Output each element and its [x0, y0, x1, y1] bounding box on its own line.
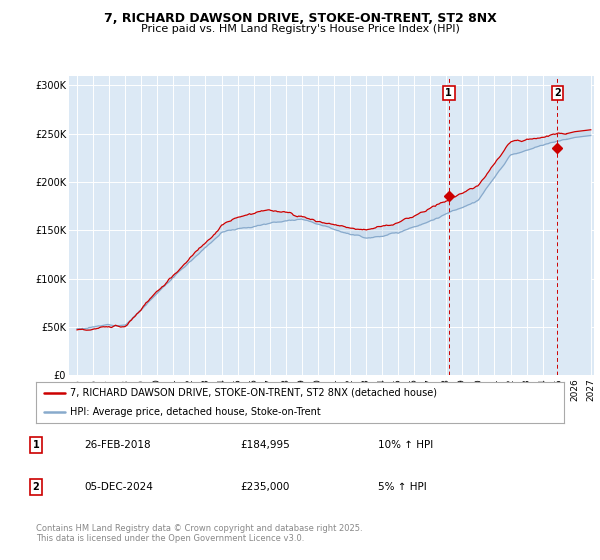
Text: £235,000: £235,000: [240, 482, 289, 492]
Text: £184,995: £184,995: [240, 440, 290, 450]
Text: HPI: Average price, detached house, Stoke-on-Trent: HPI: Average price, detached house, Stok…: [70, 407, 321, 417]
Text: 05-DEC-2024: 05-DEC-2024: [84, 482, 153, 492]
Text: 7, RICHARD DAWSON DRIVE, STOKE-ON-TRENT, ST2 8NX: 7, RICHARD DAWSON DRIVE, STOKE-ON-TRENT,…: [104, 12, 496, 25]
Text: 5% ↑ HPI: 5% ↑ HPI: [378, 482, 427, 492]
Text: 26-FEB-2018: 26-FEB-2018: [84, 440, 151, 450]
Text: 10% ↑ HPI: 10% ↑ HPI: [378, 440, 433, 450]
Text: 1: 1: [445, 88, 452, 98]
Text: 2: 2: [554, 88, 561, 98]
Text: 7, RICHARD DAWSON DRIVE, STOKE-ON-TRENT, ST2 8NX (detached house): 7, RICHARD DAWSON DRIVE, STOKE-ON-TRENT,…: [70, 388, 437, 398]
Text: Price paid vs. HM Land Registry's House Price Index (HPI): Price paid vs. HM Land Registry's House …: [140, 24, 460, 34]
Text: 2: 2: [32, 482, 40, 492]
Text: Contains HM Land Registry data © Crown copyright and database right 2025.
This d: Contains HM Land Registry data © Crown c…: [36, 524, 362, 543]
Text: 1: 1: [32, 440, 40, 450]
